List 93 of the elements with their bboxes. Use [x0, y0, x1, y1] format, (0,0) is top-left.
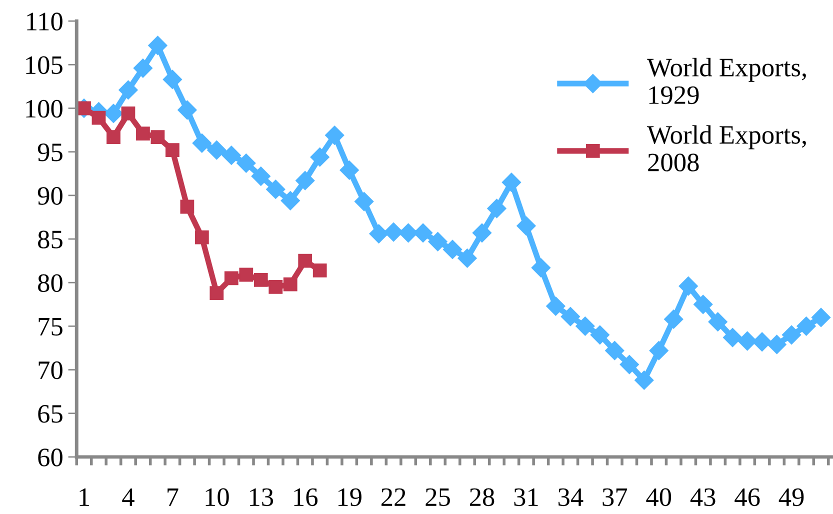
point — [678, 276, 698, 296]
legend-label: World Exports, 2008 — [647, 125, 806, 172]
point — [283, 277, 298, 292]
point — [605, 341, 624, 360]
x-tick-label: 31 — [514, 488, 538, 506]
y-tick-label: 75 — [38, 318, 62, 336]
point — [148, 36, 168, 56]
point — [162, 70, 182, 90]
point — [207, 140, 226, 160]
y-tick-label: 90 — [38, 187, 62, 205]
point — [296, 171, 315, 190]
x-tick-label: 25 — [426, 488, 450, 506]
x-tick-label: 37 — [602, 488, 628, 506]
point — [546, 296, 566, 316]
x-tick-label: 43 — [690, 488, 716, 506]
point — [354, 192, 374, 212]
point — [266, 180, 286, 199]
point — [310, 148, 330, 167]
point — [298, 254, 312, 268]
point — [723, 328, 742, 348]
y-tick-label: 95 — [38, 144, 62, 162]
x-tick-label: 1 — [80, 488, 90, 506]
point — [649, 341, 668, 360]
y-tick-label: 110 — [27, 12, 62, 30]
point — [576, 316, 595, 336]
point — [224, 271, 238, 286]
x-tick-label: 40 — [646, 488, 672, 506]
point — [560, 307, 580, 326]
point — [458, 248, 477, 268]
point — [752, 332, 772, 352]
point — [428, 232, 448, 252]
point — [472, 223, 492, 242]
x-tick-label: 22 — [382, 488, 406, 506]
point — [180, 200, 194, 214]
point — [811, 308, 831, 327]
point — [166, 143, 180, 158]
point — [239, 268, 254, 282]
point — [782, 325, 802, 344]
legend-label: World Exports, 1929 — [647, 58, 806, 104]
point — [222, 146, 241, 165]
y-tick-label: 70 — [38, 361, 62, 380]
point — [210, 286, 224, 300]
point — [121, 106, 136, 120]
y-tick-label: 60 — [38, 448, 62, 466]
point — [194, 230, 209, 244]
point — [280, 191, 300, 210]
x-tick-label: 4 — [122, 488, 134, 506]
point — [178, 100, 197, 120]
point — [340, 160, 359, 180]
y-tick-label: 85 — [38, 230, 62, 248]
x-tick-label: 7 — [168, 488, 178, 506]
point — [664, 310, 684, 329]
point — [312, 263, 327, 278]
y-tick-label: 65 — [38, 405, 62, 423]
x-tick-label: 34 — [558, 488, 584, 506]
x-tick-label: 46 — [734, 488, 760, 506]
point — [487, 198, 506, 218]
point — [136, 126, 150, 140]
point — [442, 240, 462, 260]
x-tick-label: 19 — [338, 488, 362, 506]
point — [708, 312, 728, 332]
point — [796, 316, 816, 336]
y-tick-label: 80 — [38, 274, 62, 292]
point — [620, 355, 639, 374]
point — [133, 58, 152, 78]
point — [150, 130, 165, 144]
point — [502, 172, 522, 192]
point — [634, 370, 654, 390]
point — [516, 216, 536, 236]
point — [384, 222, 404, 242]
point — [325, 126, 344, 145]
point — [738, 331, 757, 351]
point — [236, 154, 256, 173]
point — [590, 325, 610, 344]
x-tick-label: 28 — [470, 488, 494, 506]
x-tick-label: 10 — [206, 488, 229, 506]
point — [192, 134, 212, 153]
point — [251, 166, 270, 186]
point — [268, 280, 283, 294]
point — [694, 294, 713, 314]
point — [92, 110, 106, 125]
point — [531, 258, 550, 278]
x-tick-label: 49 — [778, 488, 804, 506]
x-tick-label: 13 — [250, 488, 274, 506]
point — [106, 130, 120, 144]
point — [254, 273, 268, 287]
y-tick-label: 105 — [26, 56, 62, 74]
point — [104, 104, 124, 124]
point — [118, 80, 138, 100]
y-tick-label: 100 — [26, 100, 62, 118]
x-tick-label: 16 — [294, 488, 318, 506]
point — [767, 334, 786, 354]
point — [369, 224, 388, 244]
